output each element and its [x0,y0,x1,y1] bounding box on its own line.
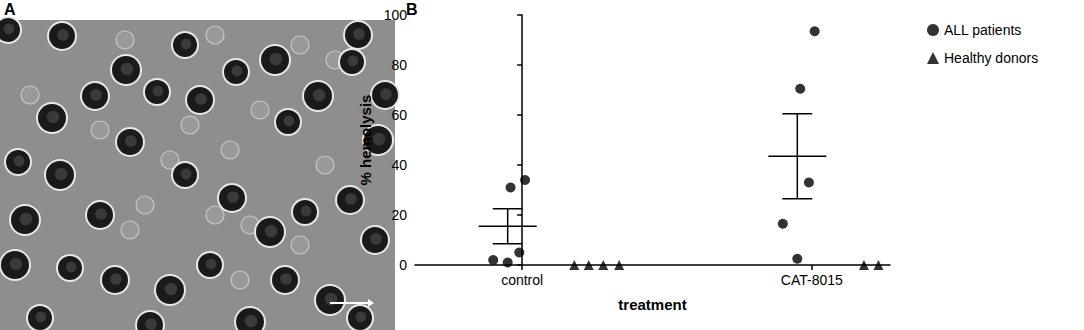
svg-text:control: control [501,272,543,288]
svg-text:B: B [406,1,418,18]
svg-text:% hemolysis: % hemolysis [357,95,374,186]
svg-text:40: 40 [391,157,407,173]
svg-text:80: 80 [391,57,407,73]
svg-text:A: A [4,1,16,18]
svg-text:0: 0 [399,257,407,273]
svg-text:100: 100 [384,7,408,23]
svg-text:Healthy donors: Healthy donors [944,50,1038,66]
svg-text:treatment: treatment [618,296,686,313]
svg-text:20: 20 [391,207,407,223]
svg-text:CAT-8015: CAT-8015 [781,272,843,288]
svg-text:60: 60 [391,107,407,123]
svg-text:ALL patients: ALL patients [944,22,1021,38]
